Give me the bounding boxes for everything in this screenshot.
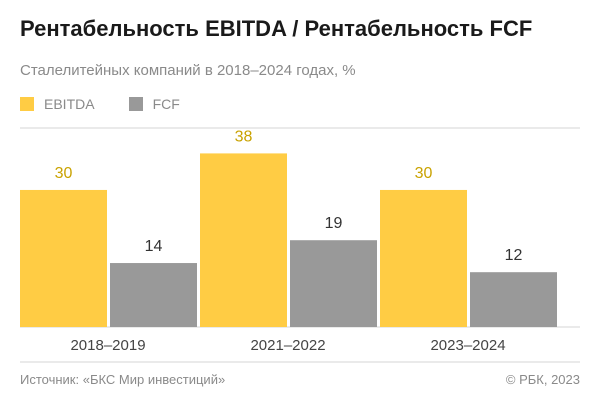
data-label-fcf-2: 12 (505, 247, 523, 264)
data-label-fcf-0: 14 (145, 238, 163, 255)
data-label-fcf-1: 19 (325, 215, 343, 232)
x-tick-label-0: 2018–2019 (70, 337, 145, 354)
copyright-note: © РБК, 2023 (505, 372, 580, 387)
legend-item-ebitda: EBITDA (20, 96, 95, 112)
data-label-ebitda-1: 38 (235, 128, 253, 145)
legend-swatch-fcf (128, 97, 143, 111)
data-label-ebitda-2: 30 (415, 165, 433, 182)
bar-ebitda-2 (380, 189, 467, 327)
bar-ebitda-0 (20, 189, 107, 327)
bar-fcf-1 (290, 240, 377, 327)
source-note: Источник: «БКС Мир инвестиций» (20, 372, 226, 387)
legend-label-fcf: FCF (152, 96, 180, 112)
bar-fcf-2 (470, 272, 557, 327)
x-tick-label-2: 2023–2024 (430, 337, 505, 354)
data-label-ebitda-0: 30 (55, 165, 73, 182)
chart-legend: EBITDA FCF (20, 96, 214, 112)
legend-label-ebitda: EBITDA (44, 96, 95, 112)
chart-title: Рентабельность EBITDA / Рентабельность F… (20, 16, 533, 41)
bar-fcf-0 (110, 263, 197, 327)
bar-ebitda-1 (200, 153, 287, 327)
legend-swatch-ebitda (20, 97, 34, 111)
x-tick-label-1: 2021–2022 (250, 337, 325, 354)
legend-item-fcf: FCF (128, 96, 180, 112)
chart-subtitle: Сталелитейных компаний в 2018–2024 годах… (20, 62, 356, 79)
